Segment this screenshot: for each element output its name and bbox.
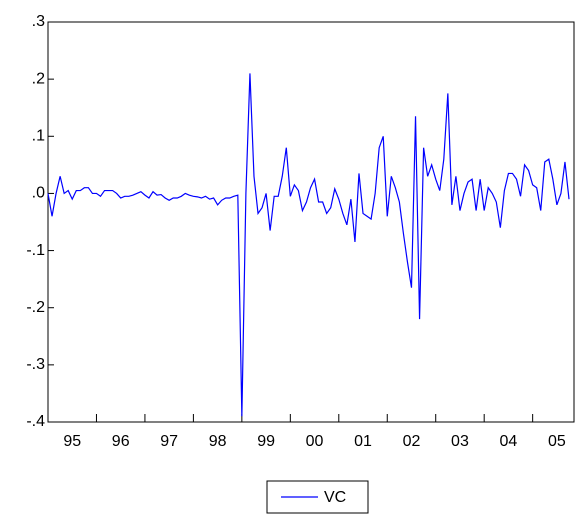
x-tick-label: 95	[63, 433, 81, 450]
y-tick-label: .0	[32, 185, 45, 202]
y-tick-label: -.4	[26, 413, 45, 430]
series-line	[47, 73, 570, 417]
x-tick-label: 05	[548, 433, 566, 450]
x-tick-label: 98	[209, 433, 227, 450]
x-tick-label: 03	[451, 433, 469, 450]
y-tick-label: -.3	[26, 356, 45, 373]
x-tick-label: 00	[306, 433, 324, 450]
y-tick-label: -.2	[26, 299, 45, 316]
x-tick-label: 97	[160, 433, 178, 450]
y-tick-label: .3	[32, 13, 45, 30]
legend-box	[266, 480, 369, 514]
y-tick-label: .2	[32, 70, 45, 87]
x-tick-label: 02	[403, 433, 421, 450]
x-tick-label: 99	[257, 433, 275, 450]
legend-label: VC	[324, 489, 346, 506]
x-tick-label: 96	[112, 433, 130, 450]
plot-frame	[47, 21, 575, 423]
y-tick-label: -.1	[26, 242, 45, 259]
x-tick-label: 01	[354, 433, 372, 450]
x-tick-label: 04	[500, 433, 518, 450]
y-tick-label: .1	[32, 128, 45, 145]
